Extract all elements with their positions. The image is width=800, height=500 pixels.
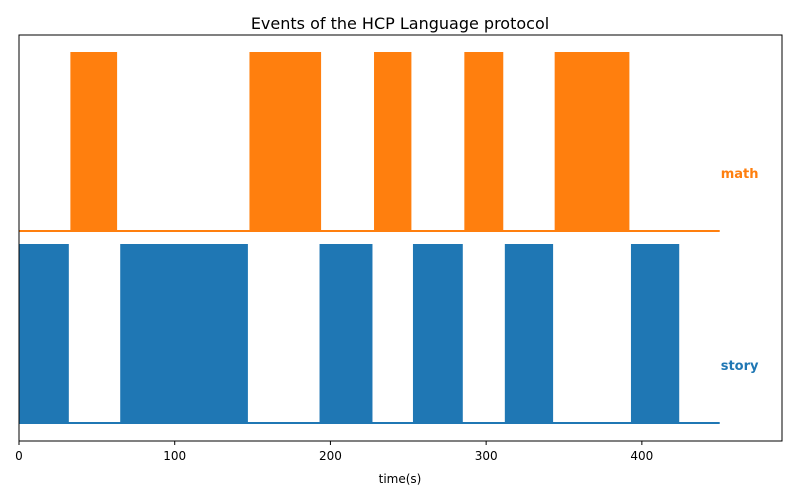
story-event-block (120, 244, 248, 423)
x-axis: 0 100 200 300 400 (15, 441, 653, 463)
x-axis-label: time(s) (379, 472, 422, 486)
story-series-label: story (721, 359, 759, 374)
math-event-block (249, 52, 322, 231)
x-tick-label: 200 (319, 449, 342, 463)
math-series-label: math (721, 167, 759, 182)
axes-frame (18, 34, 783, 442)
series-story: story (19, 244, 759, 424)
story-event-block (19, 244, 69, 423)
chart-title: Events of the HCP Language protocol (251, 14, 549, 33)
x-tick-label: 400 (630, 449, 653, 463)
math-event-block (374, 52, 412, 231)
x-tick-label: 0 (15, 449, 23, 463)
math-event-block (70, 52, 118, 231)
story-event-block (319, 244, 373, 423)
plot-area: math story (19, 52, 759, 424)
x-tick-label: 100 (163, 449, 186, 463)
math-event-block (554, 52, 630, 231)
series-math: math (19, 52, 759, 232)
story-event-block (504, 244, 554, 423)
story-event-block (412, 244, 463, 423)
story-event-block (630, 244, 680, 423)
math-event-block (464, 52, 504, 231)
x-tick-label: 300 (475, 449, 498, 463)
